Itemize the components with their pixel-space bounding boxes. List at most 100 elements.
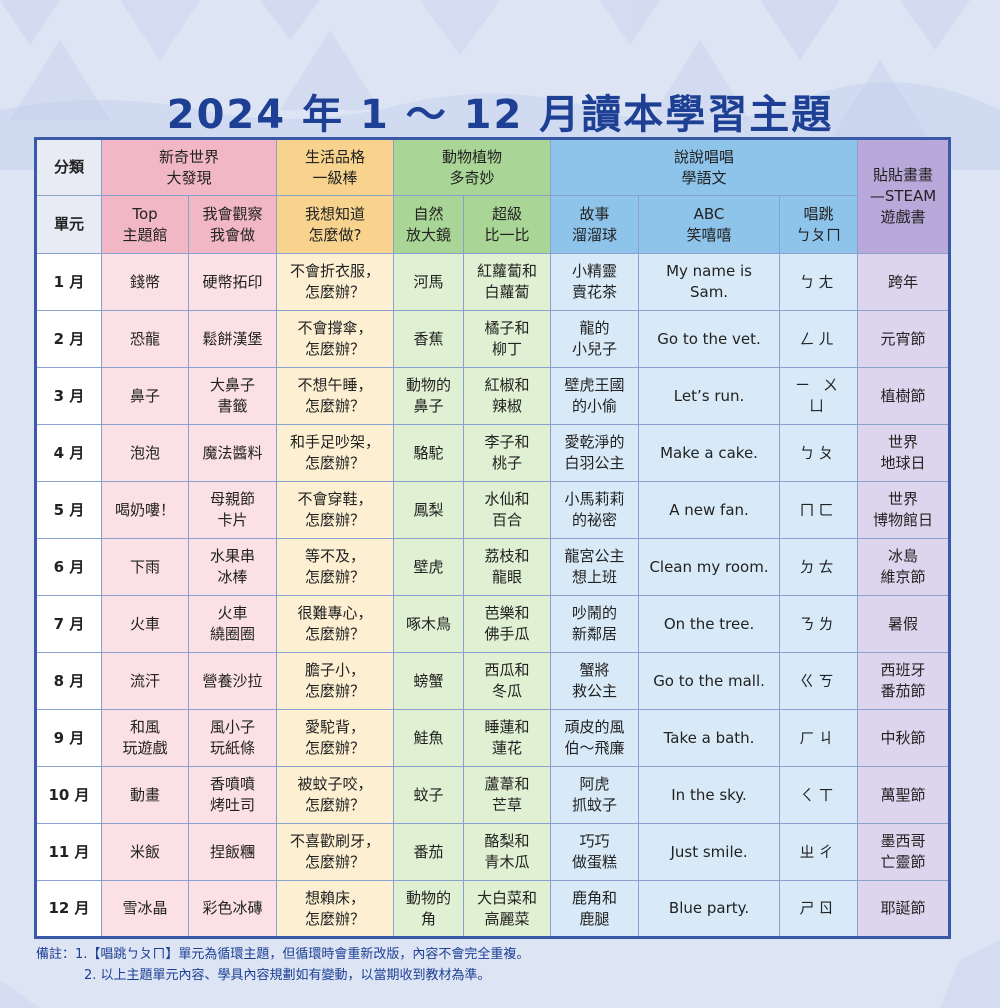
month-cell: 6 月 (35, 538, 102, 596)
cell-c9: 元宵節 (857, 310, 951, 368)
table-row: 7 月火車 火車 繞圈圈 很難專心， 怎麼辦？ 啄木鳥 芭樂和 佛手瓜 吵鬧的 新鄰居 On the… (35, 595, 951, 653)
cell-c2: 風小子 玩紙條 (187, 709, 278, 767)
cell-c8: ㄑㄒ (779, 766, 859, 824)
table-row: 1 月錢幣 硬幣拓印 不會折衣服， 怎麼辦？ 河馬 紅蘿蔔和 白蘿蔔 小精靈 賣花茶 My nam… (35, 253, 951, 311)
month-rows: 1 月錢幣 硬幣拓印 不會折衣服， 怎麼辦？ 河馬 紅蘿蔔和 白蘿蔔 小精靈 賣花茶 My nam… (35, 253, 951, 938)
cell-c6: 龍宮公主 想上班 (550, 538, 640, 596)
table-row: 10 月動畫 香噴噴 烤吐司 被蚊子咬， 怎麼辦？ 蚊子 蘆葦和 芒草 阿虎 抓蚊子 In the … (35, 766, 951, 824)
cell-c9: 冰島 維京節 (857, 538, 951, 596)
group-header-1: 新奇世界 大發現 (100, 138, 278, 196)
cell-c6: 愛乾淨的 白羽公主 (550, 424, 640, 482)
cell-c7: Blue party. (638, 880, 781, 938)
month-cell: 8 月 (35, 652, 102, 710)
cell-c5: 紅蘿蔔和 白蘿蔔 (463, 253, 552, 311)
cell-c2: 營養沙拉 (187, 652, 278, 710)
table-row: 6 月下雨 水果串 冰棒 等不及， 怎麼辦？ 壁虎 荔枝和 龍眼 龍宮公主 想上班 Clean my… (35, 538, 951, 596)
cell-c1: 動畫 (101, 766, 189, 824)
cell-c5: 睡蓮和 蓮花 (463, 709, 552, 767)
cell-c7: Go to the mall. (638, 652, 781, 710)
table-row: 8 月流汗 營養沙拉 膽子小， 怎麼辦？ 螃蟹 西瓜和 冬瓜 蟹將 救公主 Go to the m… (35, 652, 951, 710)
cell-c8: ㄕㄖ (779, 880, 859, 938)
cell-c1: 火車 (101, 595, 189, 653)
cell-c4: 啄木鳥 (393, 595, 465, 653)
unit-header-2: 我會觀察 我會做 (187, 195, 278, 254)
cell-c6: 小馬莉莉 的祕密 (550, 481, 640, 539)
category-label: 分類 (35, 138, 102, 196)
cell-c4: 蚊子 (393, 766, 465, 824)
cell-c3: 不會折衣服， 怎麼辦？ (276, 253, 395, 311)
month-cell: 2 月 (35, 310, 102, 368)
cell-c9: 暑假 (857, 595, 951, 653)
cell-c8: ㄇㄈ (779, 481, 859, 539)
cell-c5: 蘆葦和 芒草 (463, 766, 552, 824)
cell-c6: 蟹將 救公主 (550, 652, 640, 710)
cell-c1: 米飯 (101, 823, 189, 881)
cell-c8: ㄅㄆ (779, 424, 859, 482)
unit-header-8: 唱跳 ㄅㄆㄇ (779, 195, 859, 254)
page-title: 2024 年 1 ～ 12 月讀本學習主題 (166, 92, 834, 138)
cell-c5: 大白菜和 高麗菜 (463, 880, 552, 938)
cell-c5: 酪梨和 青木瓜 (463, 823, 552, 881)
unit-label: 單元 (35, 195, 102, 254)
cell-c8: ㄉㄊ (779, 538, 859, 596)
cell-c2: 硬幣拓印 (187, 253, 278, 311)
cell-c9: 世界 地球日 (857, 424, 951, 482)
cell-c2: 捏飯糰 (187, 823, 278, 881)
cell-c8: ㄍㄎ (779, 652, 859, 710)
cell-c8: ㄧ ㄨㄩ (779, 367, 859, 425)
unit-header-4: 自然 放大鏡 (393, 195, 465, 254)
cell-c3: 不會撐傘， 怎麼辦？ (276, 310, 395, 368)
cell-c3: 想賴床， 怎麼辦？ (276, 880, 395, 938)
table-row: 3 月鼻子 大鼻子 書籤 不想午睡， 怎麼辦？ 動物的 鼻子 紅椒和 辣椒 壁虎王國 的小偷 Let’… (35, 367, 951, 425)
cell-c6: 巧巧 做蛋糕 (550, 823, 640, 881)
cell-c5: 橘子和 柳丁 (463, 310, 552, 368)
month-cell: 3 月 (35, 367, 102, 425)
cell-c7: Clean my room. (638, 538, 781, 596)
cell-c3: 不想午睡， 怎麼辦？ (276, 367, 395, 425)
curriculum-table: 分類 新奇世界 大發現 生活品格 一級棒 動物植物 多奇妙 說說唱唱 學語文 貼貼畫畫 —… (34, 137, 952, 939)
cell-c2: 水果串 冰棒 (187, 538, 278, 596)
cell-c3: 不喜歡刷牙， 怎麼辦？ (276, 823, 395, 881)
cell-c7: Go to the vet. (638, 310, 781, 368)
cell-c1: 錢幣 (101, 253, 189, 311)
table-row: 5 月喝奶嘍！ 母親節 卡片 不會穿鞋， 怎麼辦？ 鳳梨 水仙和 百合 小馬莉莉 的祕密 A new… (35, 481, 951, 539)
cell-c7: Just smile. (638, 823, 781, 881)
month-cell: 4 月 (35, 424, 102, 482)
cell-c4: 番茄 (393, 823, 465, 881)
cell-c9: 耶誕節 (857, 880, 951, 938)
cell-c2: 鬆餅漢堡 (187, 310, 278, 368)
cell-c4: 河馬 (393, 253, 465, 311)
cell-c9: 萬聖節 (857, 766, 951, 824)
month-cell: 5 月 (35, 481, 102, 539)
cell-c5: 紅椒和 辣椒 (463, 367, 552, 425)
cell-c7: My name is Sam. (638, 253, 781, 311)
table-row: 2 月恐龍 鬆餅漢堡 不會撐傘， 怎麼辦？ 香蕉 橘子和 柳丁 龍的 小兒子 Go to the … (35, 310, 951, 368)
cell-c5: 荔枝和 龍眼 (463, 538, 552, 596)
group-header-2: 生活品格 一級棒 (276, 138, 395, 196)
cell-c2: 香噴噴 烤吐司 (187, 766, 278, 824)
cell-c3: 和手足吵架， 怎麼辦？ (276, 424, 395, 482)
cell-c3: 不會穿鞋， 怎麼辦？ (276, 481, 395, 539)
cell-c9: 世界 博物館日 (857, 481, 951, 539)
cell-c8: ㄋㄌ (779, 595, 859, 653)
cell-c2: 大鼻子 書籤 (187, 367, 278, 425)
cell-c9: 跨年 (857, 253, 951, 311)
cell-c8: ㄥㄦ (779, 310, 859, 368)
table-row: 12 月雪冰晶 彩色冰磚 想賴床， 怎麼辦？ 動物的角大白菜和 高麗菜 鹿角和 鹿腿 Blue … (35, 880, 951, 938)
cell-c3: 膽子小， 怎麼辦？ (276, 652, 395, 710)
cell-c8: ㄅㄤ (779, 253, 859, 311)
unit-header-6: 故事 溜溜球 (550, 195, 640, 254)
table-row: 4 月泡泡 魔法醬料 和手足吵架， 怎麼辦？ 駱駝 李子和 桃子 愛乾淨的 白羽公主 Make a… (35, 424, 951, 482)
footnote-2: 2. 以上主題單元內容、學具內容規劃如有變動，以當期收到教材為準。 (84, 968, 491, 983)
cell-c8: ㄏㄐ (779, 709, 859, 767)
cell-c4: 鳳梨 (393, 481, 465, 539)
cell-c5: 西瓜和 冬瓜 (463, 652, 552, 710)
cell-c1: 泡泡 (101, 424, 189, 482)
unit-header-3: 我想知道 怎麼做? (276, 195, 395, 254)
cell-c9: 西班牙 番茄節 (857, 652, 951, 710)
cell-c9: 植樹節 (857, 367, 951, 425)
table-row: 11 月米飯 捏飯糰 不喜歡刷牙， 怎麼辦？ 番茄 酪梨和 青木瓜 巧巧 做蛋糕 Just smi… (35, 823, 951, 881)
cell-c9: 中秋節 (857, 709, 951, 767)
group-header-4: 說說唱唱 學語文 (550, 138, 859, 196)
cell-c7: On the tree. (638, 595, 781, 653)
